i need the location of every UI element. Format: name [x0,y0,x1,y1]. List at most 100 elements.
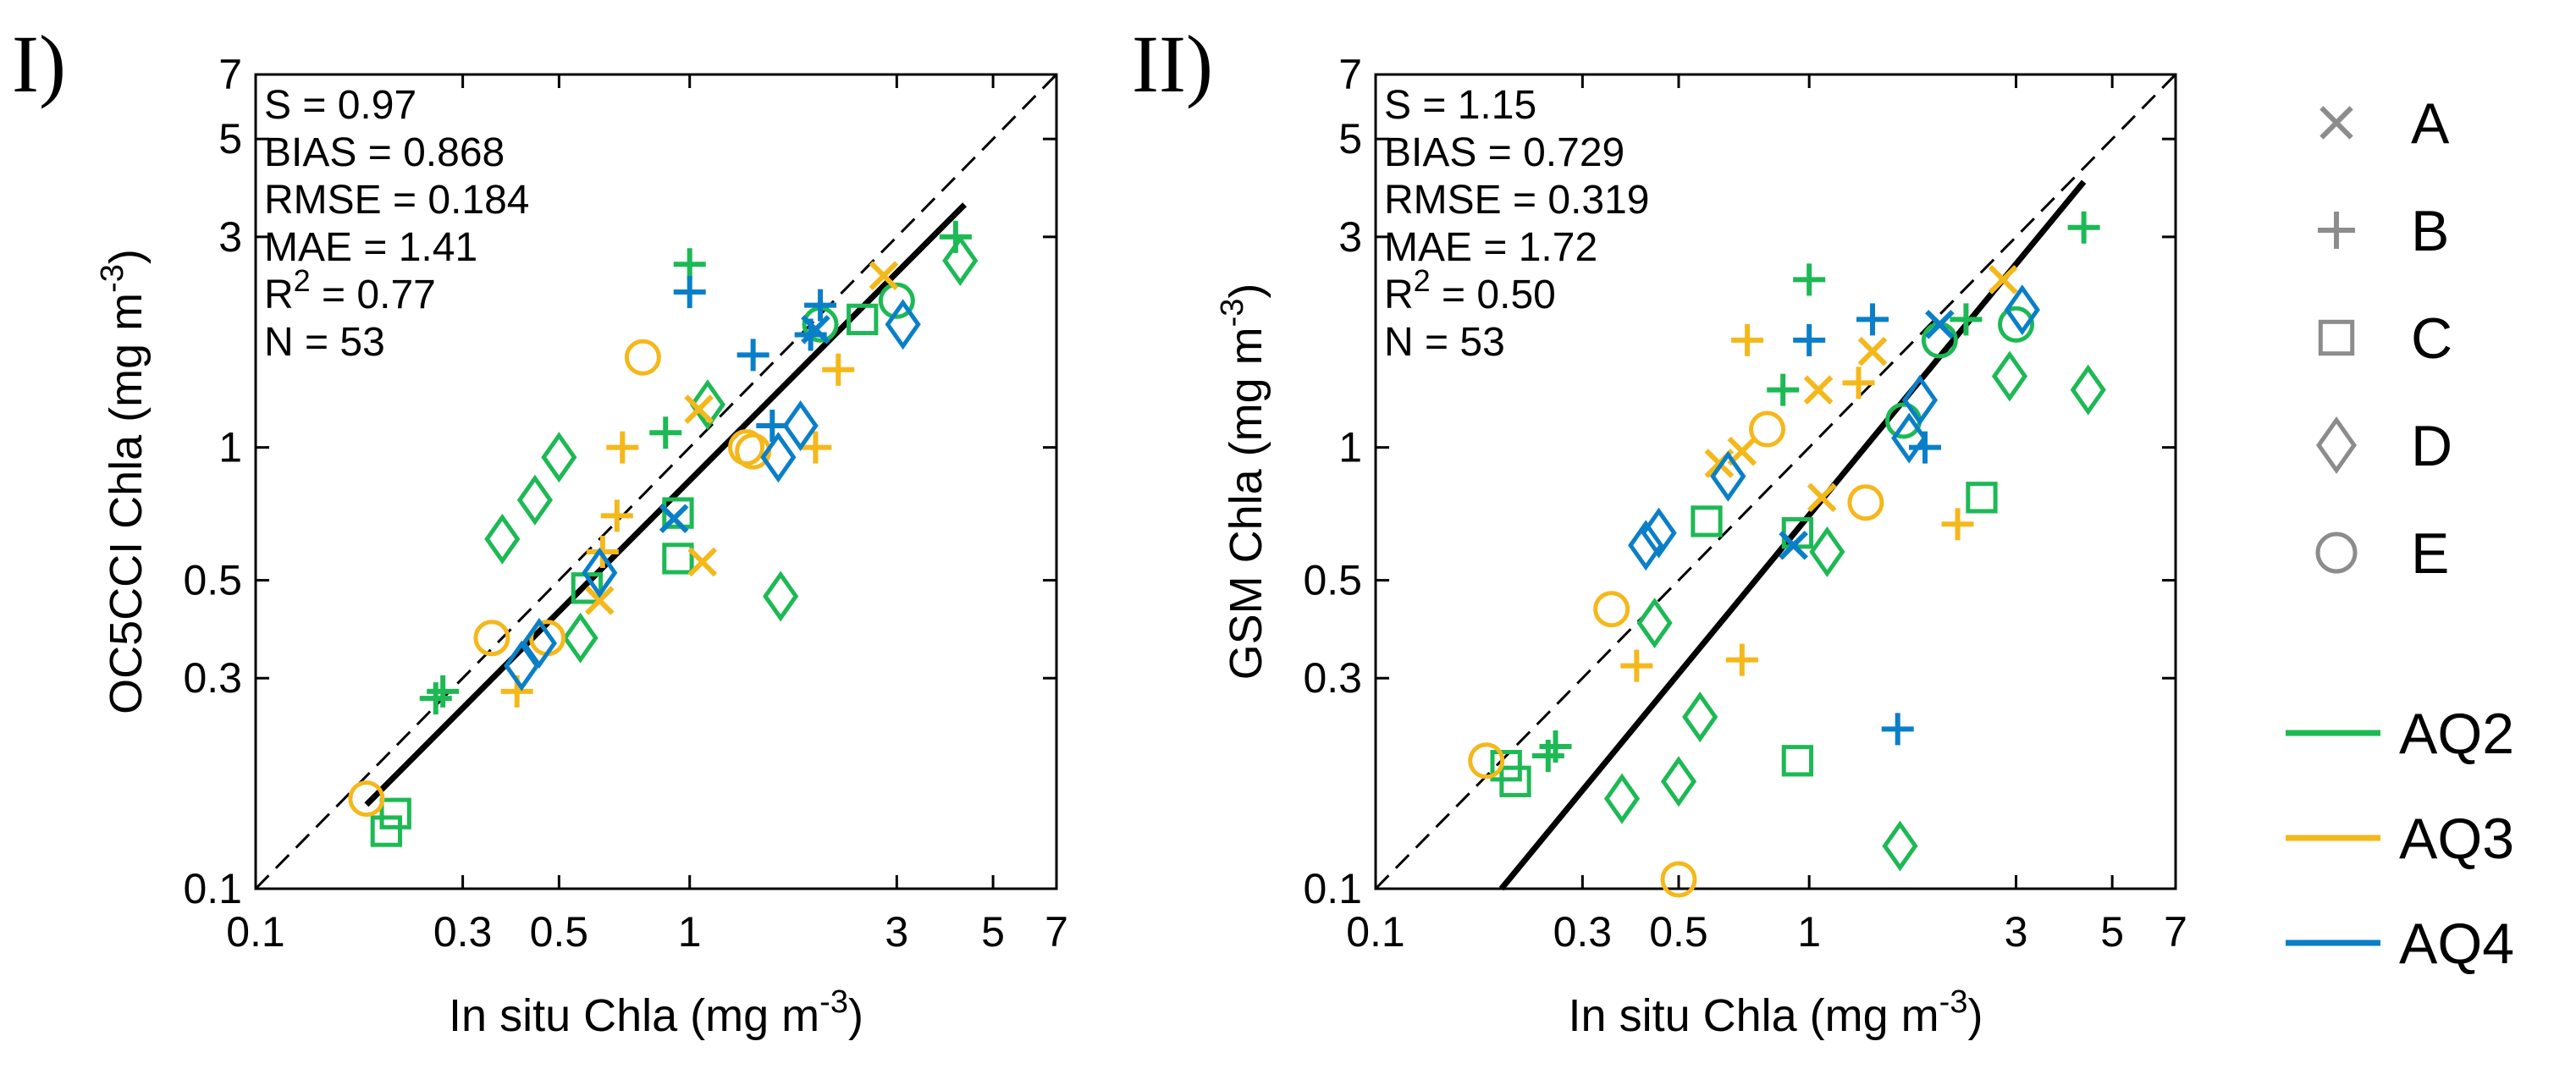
stat-r2-superscript: 2 [1414,263,1431,298]
data-point-aq3-x [684,394,714,424]
y-tick-label: 3 [1338,213,1362,261]
data-point-aq4-plus [1793,323,1826,356]
stat-bias: BIAS = 0.868 [264,130,505,175]
x-tick-label: 5 [981,908,1005,956]
data-point-aq3-circle [1660,861,1697,898]
data-point-aq4-diamond [521,617,558,669]
data-point-aq4-diamond [1710,450,1746,502]
data-point-aq3-plus [799,431,832,464]
y-axis-title-exponent: -3 [95,264,130,293]
y-tick-label: 1 [1338,424,1362,471]
x-tick-label: 0.3 [433,908,493,956]
data-points [1468,211,2106,898]
data-point-aq3-circle [348,780,385,818]
data-point-aq3-circle [1847,484,1884,521]
stat-mae: MAE = 1.72 [1384,225,1597,270]
plus-marker-icon [2318,212,2355,249]
data-point-aq2-diamond [2070,364,2106,416]
data-point-aq2-diamond [942,234,979,286]
x-axis-title-exponent: -3 [1939,984,1968,1020]
y-tick-label: 0.1 [183,865,242,912]
data-point-aq3-x [869,261,899,291]
data-point-aq2-diamond [484,513,521,565]
x-axis-title: In situ Chla (mg m-3) [449,984,863,1041]
y-axis-title-close: ) [101,249,152,264]
y-tick-label: 0.3 [1303,654,1362,702]
data-point-aq4-plus [1881,713,1914,746]
data-point-aq2-plus [1950,303,1983,336]
data-point-aq2-square [1966,482,1998,514]
y-tick-label: 7 [218,51,242,98]
data-point-aq3-plus [822,353,855,386]
data-point-aq2-diamond [763,570,799,622]
data-point-aq3-x [1803,375,1834,405]
y-axis-title: GSM Chla (mg m-3) [1215,284,1271,681]
data-point-aq3-circle [624,339,661,376]
y-tick-label: 7 [1338,51,1362,98]
panel-label: I) [12,19,66,109]
x-tick-label: 0.3 [1553,908,1613,956]
square-marker-icon [2318,319,2355,356]
data-point-aq2-square [370,815,402,847]
data-point-aq2-square [662,497,694,529]
data-point-aq3-x [1807,482,1837,513]
legend-label-d: D [2411,414,2452,478]
data-point-aq4-diamond [1891,412,1928,464]
x-tick-label: 0.1 [1346,908,1405,956]
circle-marker-icon [2315,532,2358,574]
x-tick-label: 5 [2100,908,2124,956]
x-tick-label: 0.5 [1649,908,1708,956]
data-point-aq3-plus [1731,323,1764,356]
data-point-aq3-x [1857,336,1888,366]
data-point-aq2-diamond [1682,692,1718,743]
legend-label-aq4: AQ4 [2399,912,2514,976]
y-tick-label: 0.1 [1303,865,1362,912]
data-point-aq3-plus [1941,508,1974,541]
data-point-aq2-plus [1767,373,1800,406]
data-point-aq4-diamond [782,399,819,451]
y-axis-title-text: GSM Chla (mg m [1221,327,1271,680]
y-tick-label: 5 [218,115,242,163]
y-tick-label: 3 [218,213,242,261]
stat-mae: MAE = 1.41 [264,225,477,270]
stat-r2-value: = 0.77 [311,273,436,317]
data-point-aq2-diamond [562,612,598,664]
data-point-aq3-x [687,547,718,577]
stat-n: N = 53 [1384,320,1505,365]
data-point-aq2-square [847,303,879,336]
y-tick-label: 5 [1338,115,1362,163]
x-axis-title-text: In situ Chla (mg m [449,990,819,1041]
data-point-aq3-circle [1593,591,1630,628]
stat-r2: R2 = 0.50 [1384,263,1556,317]
data-point-aq2-diamond [1991,350,2028,402]
legend-label-aq2: AQ2 [2399,702,2514,766]
y-axis-title-exponent: -3 [1215,299,1250,328]
legend-label-c: C [2411,306,2452,371]
data-point-aq2-diamond [516,474,554,526]
panel-label: II) [1132,19,1213,109]
data-point-aq2-plus [427,675,460,708]
data-point-aq2-square [1691,505,1723,537]
data-point-aq4-diamond [582,547,618,598]
data-point-aq3-circle [1749,411,1786,448]
data-point-aq4-plus [804,289,837,322]
diamond-marker-icon [2316,416,2357,475]
data-point-aq2-diamond [689,379,726,431]
data-point-aq2-diamond [1809,526,1845,577]
data-point-aq4-diamond [504,640,540,692]
data-point-aq2-plus [419,682,452,715]
stat-rmse: RMSE = 0.319 [1384,178,1650,223]
data-point-aq3-circle [1468,742,1505,780]
stat-rmse: RMSE = 0.184 [264,178,530,223]
stat-r2-value: = 0.50 [1431,273,1556,317]
stat-r2-superscript: 2 [294,263,311,298]
data-point-aq3-plus [1842,366,1875,399]
data-point-aq2-plus [649,416,682,449]
legend-label-b: B [2411,199,2449,263]
stat-r2-prefix: R [1384,273,1414,317]
